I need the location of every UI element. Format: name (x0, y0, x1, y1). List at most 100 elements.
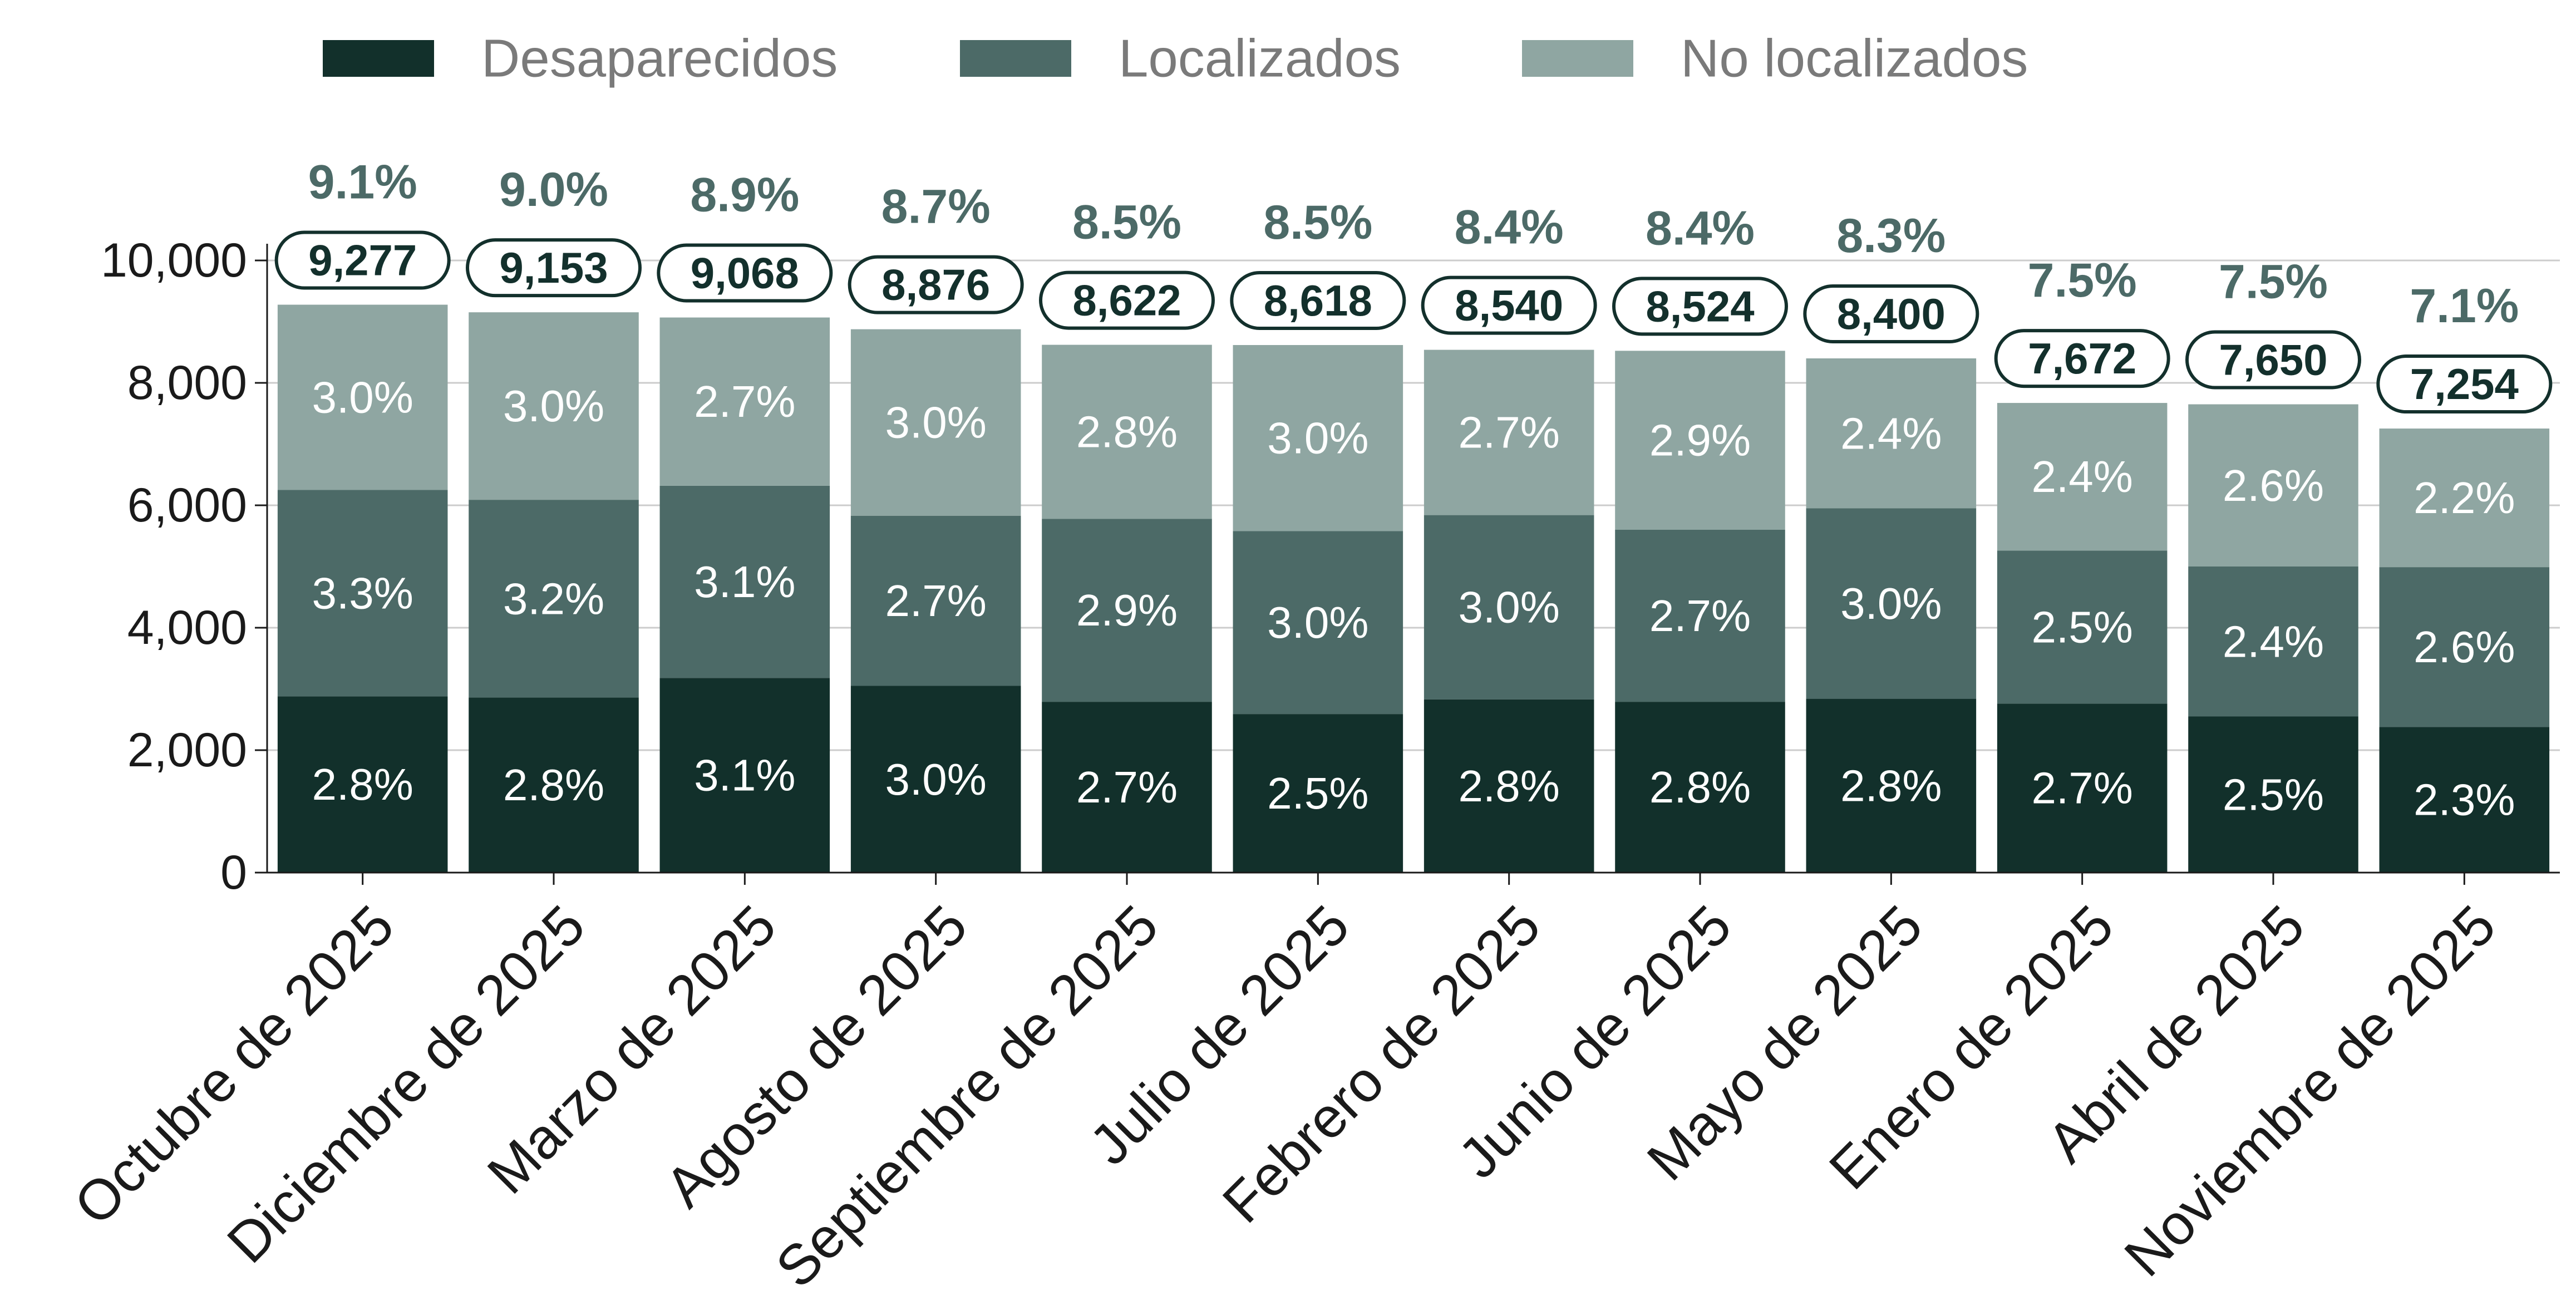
x-tick-label: Diciembre de 2025 (215, 893, 597, 1275)
bar-segment (2188, 567, 2358, 717)
bar-segment (1997, 403, 2168, 551)
segment-label: 3.2% (503, 574, 604, 623)
bar-segment (2379, 727, 2550, 873)
total-label: 8,400 (1837, 289, 1945, 338)
y-tick-label: 2,000 (127, 723, 247, 777)
gridlines (267, 259, 2560, 751)
legend-swatch (323, 40, 434, 77)
total-label: 7,672 (2028, 334, 2136, 383)
total-label-box (466, 238, 642, 298)
total-pct-label: 8.4% (1455, 201, 1564, 254)
segment-label: 2.2% (2414, 473, 2515, 523)
bar-segment (1233, 531, 1403, 715)
segment-label: 2.7% (885, 576, 986, 626)
bar-segment (1233, 714, 1403, 873)
segment-label: 2.4% (2031, 452, 2132, 501)
legend-label: No localizados (1681, 29, 2028, 88)
bar-segment (1615, 351, 1785, 530)
total-pct-label: 8.9% (690, 169, 799, 222)
total-label: 9,153 (499, 243, 608, 292)
x-tick-label: Septiembre de 2025 (764, 893, 1170, 1299)
segment-label: 2.8% (503, 760, 604, 810)
bar-segment (277, 304, 448, 490)
bar-segment (469, 312, 639, 500)
total-pct-label: 7.5% (2219, 255, 2328, 309)
total-pct-label: 8.5% (1263, 196, 1372, 249)
bars: 2.8% 3.3% 3.0% 2.8% 3.2% 3.0% 3.1% 3.1% 2.7% 3.0%… (277, 304, 2550, 873)
total-label-box (657, 243, 833, 303)
total-label: 7,650 (2219, 336, 2327, 385)
segment-label: 3.0% (1267, 598, 1368, 647)
segment-label: 2.9% (1649, 416, 1751, 465)
segment-label: 2.6% (2223, 461, 2324, 510)
bar-segment (1424, 515, 1594, 700)
total-pct-label: 8.5% (1072, 196, 1181, 249)
segment-label: 3.0% (1458, 583, 1559, 632)
bar-segment (1042, 702, 1212, 873)
bar-segment (2188, 404, 2358, 567)
y-tick-label: 0 (220, 846, 247, 899)
segment-label: 3.0% (312, 373, 413, 422)
segment-label: 2.8% (1076, 407, 1178, 456)
bar-segment (1615, 530, 1785, 702)
y-tick-label: 6,000 (127, 479, 247, 532)
segment-label: 3.0% (1840, 579, 1942, 628)
segment-label: 3.0% (885, 398, 986, 447)
total-label-box (274, 230, 451, 290)
segment-label: 3.1% (694, 557, 795, 607)
bar-segment (659, 317, 830, 486)
total-pct-label: 7.1% (2410, 279, 2519, 333)
bar-segment (1997, 703, 2168, 873)
segment-label: 3.0% (503, 381, 604, 431)
y-tick-label: 4,000 (127, 601, 247, 654)
segment-label: 2.7% (694, 377, 795, 426)
segment-label: 3.1% (694, 751, 795, 800)
x-tick-label: Febrero de 2025 (1210, 893, 1552, 1235)
segment-label: 2.5% (2223, 770, 2324, 819)
legend-swatch (1522, 40, 1633, 77)
segment-label: 2.5% (1267, 769, 1368, 818)
bar-segment (2188, 716, 2358, 873)
total-pct-label: 8.7% (881, 180, 991, 234)
segment-label: 2.7% (1458, 408, 1559, 457)
legend-label: Localizados (1119, 29, 1401, 88)
segment-label: 2.8% (1458, 761, 1559, 811)
total-label-box (1230, 271, 1406, 331)
total-label: 7,254 (2410, 359, 2519, 408)
y-tick-label: 8,000 (127, 356, 247, 410)
bar-segment (1806, 508, 1977, 699)
total-label: 8,618 (1264, 276, 1372, 325)
bar-segment (1233, 345, 1403, 531)
segment-label: 2.4% (2223, 617, 2324, 666)
total-label-box (1612, 277, 1788, 336)
bar-segment (850, 515, 1021, 686)
bar-segment (1997, 550, 2168, 704)
total-annotations: 9,277 9.1% 9,153 9.0% 9,068 8.9% 8,876 8.7% 8,62… (274, 156, 2553, 414)
total-pct-label: 9.1% (308, 156, 417, 209)
segment-label: 2.7% (1076, 762, 1178, 812)
total-label: 8,540 (1455, 281, 1563, 330)
segment-label: 3.3% (312, 568, 413, 618)
legend: Desaparecidos Localizados No localizados (323, 29, 2028, 88)
total-pct-label: 9.0% (499, 163, 608, 216)
bar-segment (469, 697, 639, 873)
total-pct-label: 7.5% (2028, 254, 2137, 307)
segment-label: 3.0% (1267, 413, 1368, 463)
segment-label: 2.7% (1649, 591, 1751, 641)
bar-segment (659, 678, 830, 873)
total-label: 9,068 (691, 249, 799, 298)
legend-label: Desaparecidos (481, 29, 838, 88)
total-label-box (2376, 354, 2553, 414)
total-label: 9,277 (308, 236, 417, 285)
total-label-box (1994, 329, 2170, 388)
bar-segment (2379, 567, 2550, 727)
total-label-box (1039, 270, 1215, 330)
total-label-box (1421, 275, 1597, 335)
bar-segment (2379, 429, 2550, 568)
x-tick-label: Noviembre de 2025 (2112, 893, 2508, 1288)
bar-segment (1042, 344, 1212, 519)
segment-label: 2.4% (1840, 408, 1942, 458)
bar-segment (850, 329, 1021, 516)
total-label-box (848, 255, 1024, 314)
